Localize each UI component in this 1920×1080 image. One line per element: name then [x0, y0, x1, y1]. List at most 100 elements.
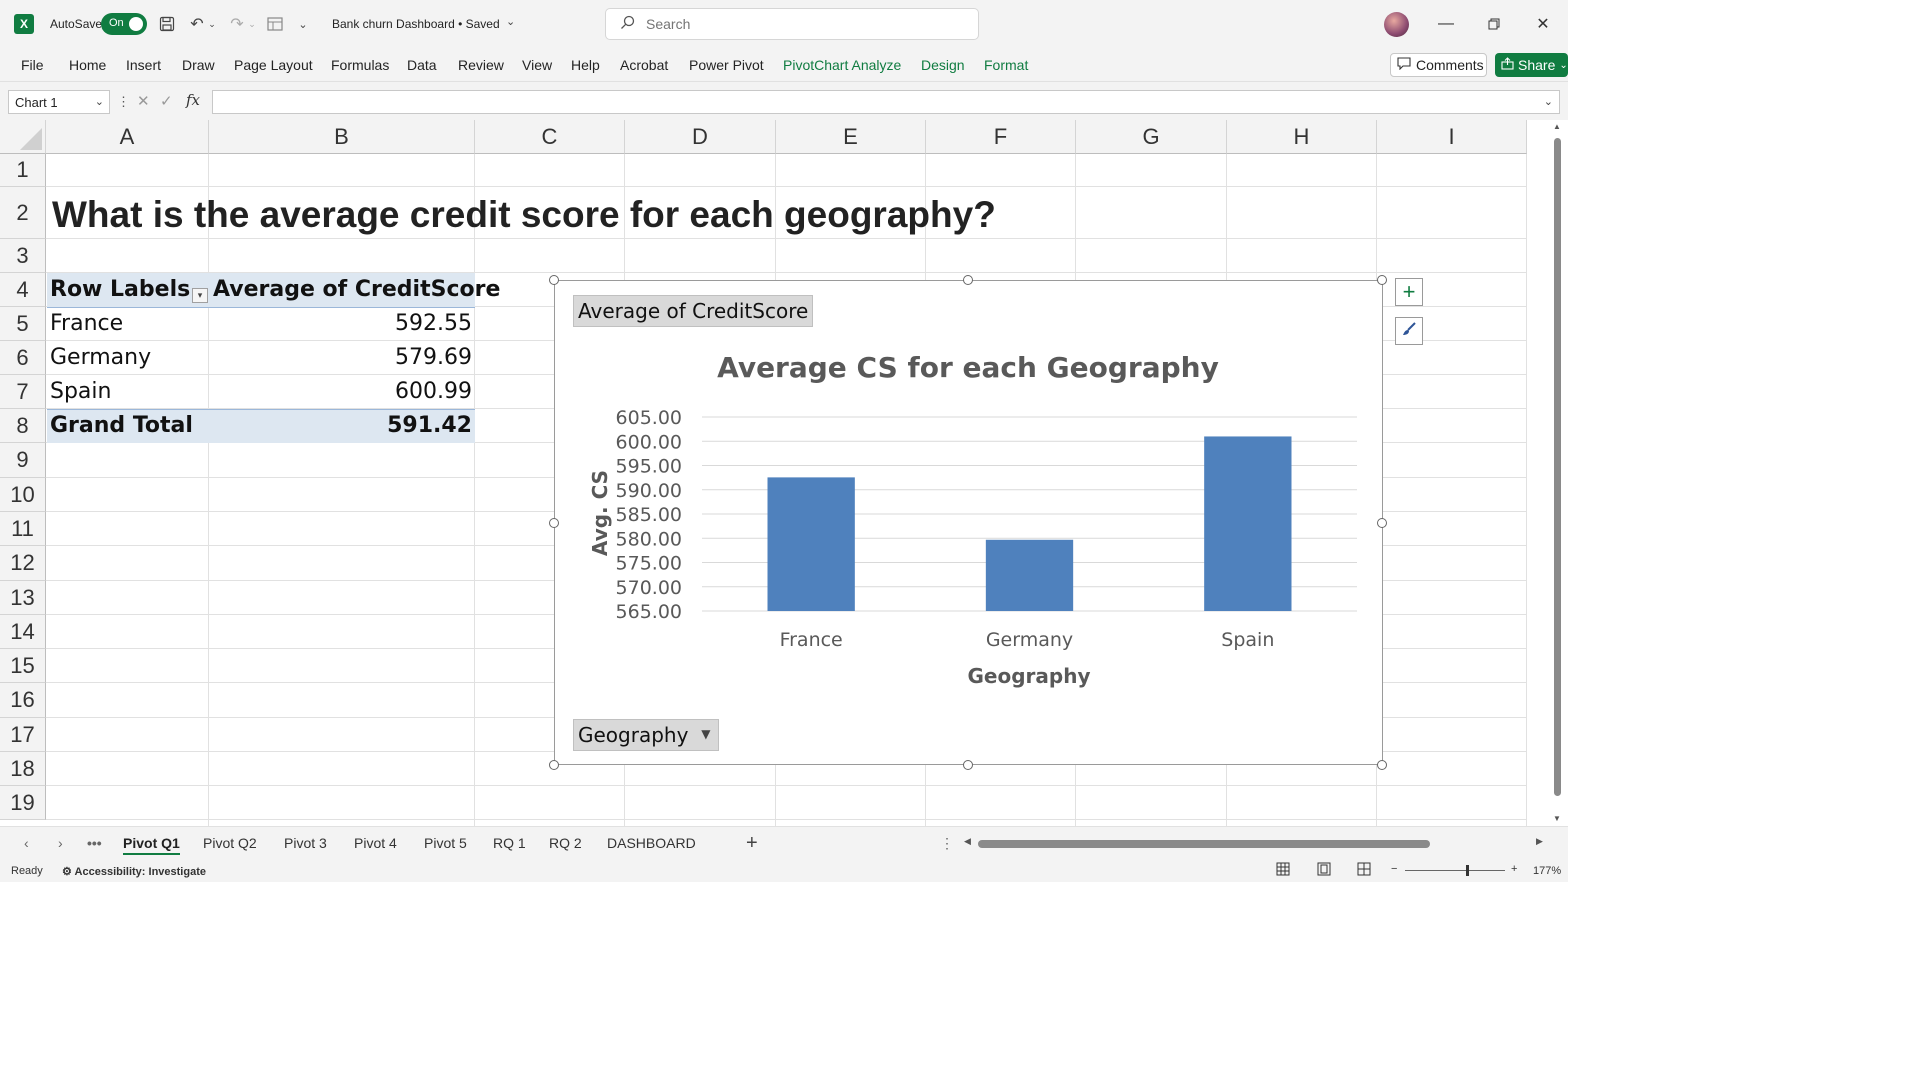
row-header[interactable]: 7: [0, 375, 46, 409]
cancel-icon[interactable]: ✕: [137, 93, 150, 110]
tab-insert[interactable]: Insert: [126, 57, 162, 73]
more-options-icon[interactable]: ⋮: [117, 94, 130, 109]
add-sheet-icon[interactable]: +: [746, 832, 758, 854]
sheet-options-icon[interactable]: ⋮: [940, 835, 954, 851]
tab-power-pivot[interactable]: Power Pivot: [689, 57, 764, 73]
row-header[interactable]: 13: [0, 581, 46, 615]
vertical-scrollbar[interactable]: ▲ ▼: [1550, 120, 1564, 826]
zoom-slider-thumb[interactable]: [1466, 865, 1469, 876]
scroll-right-icon[interactable]: ▶: [1536, 836, 1543, 846]
scroll-left-icon[interactable]: ◀: [964, 836, 971, 846]
page-layout-view-icon[interactable]: [1317, 862, 1331, 879]
row-header[interactable]: 15: [0, 649, 46, 683]
more-sheets-icon[interactable]: •••: [87, 835, 102, 851]
row-header[interactable]: 1: [0, 154, 46, 187]
zoom-slider-track[interactable]: [1405, 870, 1505, 871]
redo-dropdown-icon[interactable]: ⌄: [248, 18, 256, 29]
zoom-out-icon[interactable]: −: [1391, 863, 1398, 875]
tab-view[interactable]: View: [522, 57, 553, 73]
vertical-scroll-thumb[interactable]: [1554, 138, 1561, 796]
worksheet-grid[interactable]: A B C D E F G H I 1 2 3 4 5 6 7 8 9 10 11 12 13 14 15 16 17 18 19 Wh…: [0, 120, 1548, 826]
row-header[interactable]: 10: [0, 478, 46, 512]
name-box[interactable]: Chart 1 ⌄: [8, 90, 110, 114]
column-header[interactable]: H: [1227, 120, 1377, 154]
column-header[interactable]: E: [776, 120, 926, 154]
sheet-tab-pivot-4[interactable]: Pivot 4: [354, 835, 397, 851]
tab-page-layout[interactable]: Page Layout: [234, 57, 313, 73]
enter-icon[interactable]: ✓: [160, 93, 173, 110]
sheet-tab-dashboard[interactable]: DASHBOARD: [607, 835, 696, 851]
form-view-icon[interactable]: [264, 13, 286, 35]
bar-germany[interactable]: [985, 539, 1074, 611]
row-header[interactable]: 9: [0, 443, 46, 478]
accessibility-status[interactable]: ⚙ Accessibility: Investigate: [62, 865, 206, 878]
column-header[interactable]: F: [926, 120, 1076, 154]
undo-dropdown-icon[interactable]: ⌄: [208, 18, 216, 29]
chevron-down-icon[interactable]: ⌄: [94, 96, 104, 108]
tab-draw[interactable]: Draw: [182, 57, 215, 73]
zoom-in-icon[interactable]: +: [1511, 863, 1518, 875]
tab-help[interactable]: Help: [571, 57, 600, 73]
tab-review[interactable]: Review: [458, 57, 504, 73]
row-header[interactable]: 8: [0, 409, 46, 443]
scroll-down-icon[interactable]: ▼: [1553, 814, 1561, 823]
tab-acrobat[interactable]: Acrobat: [620, 57, 669, 73]
redo-icon[interactable]: ↷: [230, 16, 244, 33]
pivot-row-value[interactable]: 579.69: [395, 345, 472, 370]
resize-handle[interactable]: [1377, 518, 1387, 528]
column-header[interactable]: A: [46, 120, 209, 154]
sheet-tab-pivot-q1[interactable]: Pivot Q1: [123, 835, 180, 855]
pivot-total-label[interactable]: Grand Total: [50, 413, 193, 438]
horizontal-scroll-thumb[interactable]: [978, 840, 1430, 848]
filter-dropdown-icon[interactable]: ▾: [192, 288, 208, 303]
row-header[interactable]: 3: [0, 239, 46, 273]
row-header[interactable]: 11: [0, 512, 46, 546]
row-header[interactable]: 17: [0, 718, 46, 752]
column-header[interactable]: I: [1377, 120, 1527, 154]
undo-icon[interactable]: ↶: [190, 16, 204, 33]
sheet-tab-pivot-5[interactable]: Pivot 5: [424, 835, 467, 851]
resize-handle[interactable]: [1377, 275, 1387, 285]
doc-title-chevron-icon[interactable]: ⌄: [506, 16, 516, 28]
row-header[interactable]: 2: [0, 187, 46, 239]
document-title[interactable]: Bank churn Dashboard • Saved: [332, 17, 500, 31]
formula-input[interactable]: ⌄: [212, 90, 1560, 114]
pivot-row-label[interactable]: Germany: [50, 345, 152, 370]
sheet-title[interactable]: What is the average credit score for eac…: [52, 194, 996, 235]
y-axis-label[interactable]: Avg. CS: [588, 470, 612, 556]
column-header[interactable]: D: [625, 120, 776, 154]
sheet-tab-pivot-q2[interactable]: Pivot Q2: [203, 835, 257, 851]
pivot-value-header[interactable]: Average of CreditScore: [213, 277, 501, 302]
insert-function-icon[interactable]: fx: [186, 91, 201, 109]
resize-handle[interactable]: [1377, 760, 1387, 770]
expand-formula-bar-icon[interactable]: ⌄: [1543, 96, 1553, 108]
comments-button[interactable]: Comments: [1390, 53, 1487, 77]
restore-icon[interactable]: [1482, 12, 1506, 36]
tab-pivotchart-analyze[interactable]: PivotChart Analyze: [783, 57, 902, 73]
row-header[interactable]: 19: [0, 786, 46, 820]
search-box[interactable]: [605, 8, 979, 40]
resize-handle[interactable]: [549, 518, 559, 528]
horizontal-scrollbar[interactable]: ◀ ▶: [962, 836, 1548, 850]
dropdown-arrow-icon[interactable]: ▼: [701, 727, 711, 741]
page-break-view-icon[interactable]: [1357, 862, 1371, 879]
resize-handle[interactable]: [963, 275, 973, 285]
resize-handle[interactable]: [549, 760, 559, 770]
row-header[interactable]: 12: [0, 546, 46, 581]
tab-format[interactable]: Format: [984, 57, 1029, 73]
row-header[interactable]: 6: [0, 341, 46, 375]
customize-toolbar-icon[interactable]: ⌄: [298, 18, 308, 31]
pivot-chart[interactable]: Average of CreditScore Average CS for ea…: [554, 280, 1383, 765]
normal-view-icon[interactable]: [1276, 862, 1290, 879]
scroll-up-icon[interactable]: ▲: [1553, 122, 1561, 131]
bar-spain[interactable]: [1204, 436, 1292, 611]
column-header[interactable]: G: [1076, 120, 1227, 154]
bar-france[interactable]: [767, 477, 855, 611]
column-header[interactable]: B: [209, 120, 475, 154]
tab-design[interactable]: Design: [921, 57, 965, 73]
share-button[interactable]: Share ⌄: [1495, 53, 1568, 77]
pivot-row-value[interactable]: 600.99: [395, 379, 472, 404]
pivot-total-value[interactable]: 591.42: [387, 413, 472, 438]
avatar[interactable]: [1384, 12, 1409, 37]
autosave-toggle[interactable]: On: [101, 13, 147, 35]
